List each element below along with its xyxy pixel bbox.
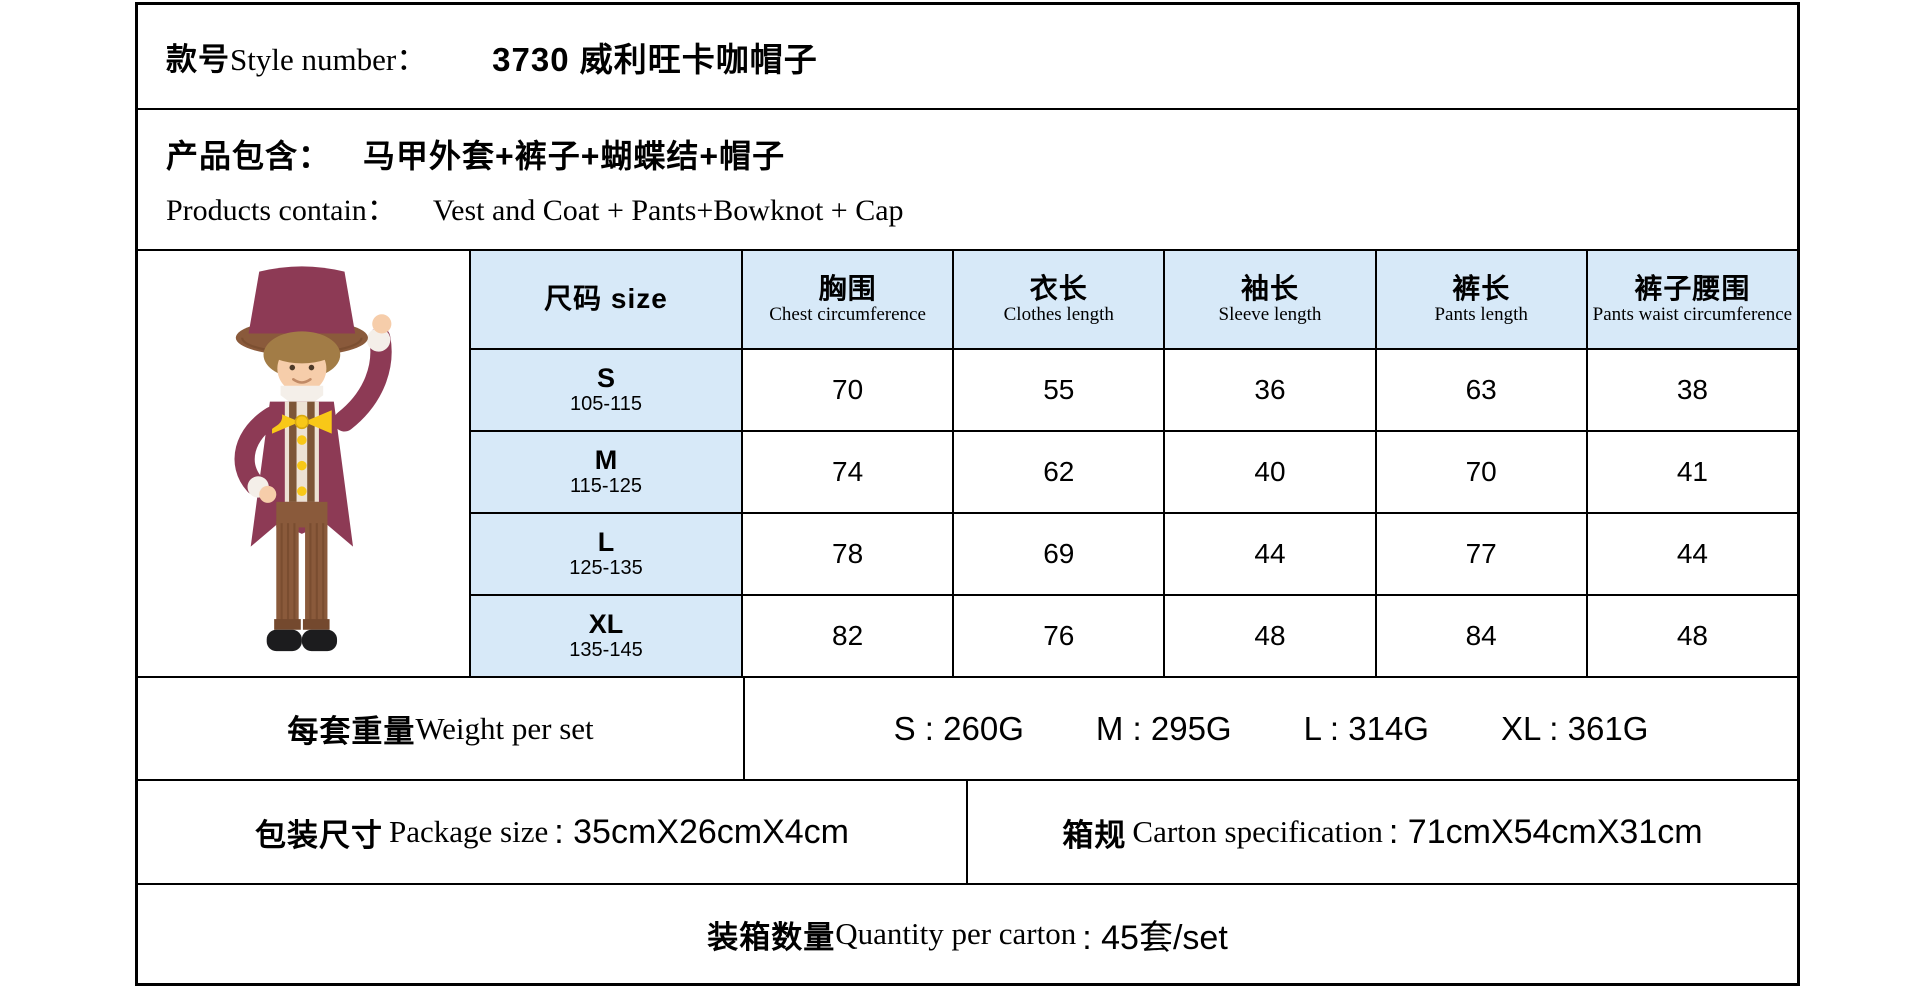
- hand-right: [371, 314, 391, 334]
- weight-value: S : 260G: [893, 709, 1024, 747]
- size-value-cell: 40: [1163, 430, 1375, 512]
- products-value-en: Vest and Coat + Pants+Bowknot + Cap: [432, 193, 904, 227]
- weight-row: 每套重量 Weight per set S : 260G M : 295G L : 3…: [138, 676, 1797, 779]
- column-header-4: 裤长 Pants length: [1374, 251, 1586, 348]
- column-header-size: 尺码 size: [469, 251, 741, 348]
- package-label-en: Package size: [389, 814, 549, 849]
- cuff-right: [366, 328, 390, 352]
- size-value-cell: 78: [741, 512, 953, 594]
- size-value-cell: 36: [1163, 348, 1375, 430]
- hat-crown: [248, 266, 355, 334]
- size-header-label: 尺码 size: [544, 283, 668, 315]
- arm-akimbo: [234, 406, 282, 495]
- carton-label-cn: 箱规: [1062, 817, 1127, 853]
- size-value-cell: 44: [1585, 512, 1797, 594]
- column-header-5: 裤子腰围 Pants waist circumference: [1585, 251, 1797, 348]
- fringe: [268, 337, 335, 364]
- size-value-cell: 82: [741, 594, 953, 676]
- weight-value: XL : 361G: [1500, 709, 1649, 747]
- column-header-1: 胸围 Chest circumference: [741, 251, 953, 348]
- size-value-cell: 62: [952, 430, 1164, 512]
- products-contain-en: Products contain： Vest and Coat + Pants+B…: [166, 185, 1797, 229]
- size-value-cell: 55: [952, 348, 1164, 430]
- carton-label-en: Carton specification: [1132, 814, 1383, 849]
- weight-values-cell: S : 260G M : 295G L : 314G XL : 361G: [743, 678, 1797, 779]
- weight-value: M : 295G: [1095, 709, 1232, 747]
- quantity-row: 装箱数量 Quantity per carton : 45套/set: [138, 883, 1797, 983]
- column-header-2: 衣长 Clothes length: [952, 251, 1164, 348]
- products-contain-row: 产品包含： 马甲外套+裤子+蝴蝶结+帽子 Products contain： Ves…: [138, 108, 1797, 249]
- style-number-label-cn: 款号: [166, 42, 230, 77]
- product-spec-sheet: 款号 Style number： 3730 威利旺卡咖帽子 产品包含： 马甲外套+…: [135, 2, 1800, 986]
- size-value-cell: 76: [952, 594, 1164, 676]
- size-value-cell: 70: [1374, 430, 1586, 512]
- products-contain-cn: 产品包含： 马甲外套+裤子+蝴蝶结+帽子: [166, 131, 1797, 177]
- product-photo: [234, 266, 392, 652]
- size-row-label: S 105-115: [469, 348, 741, 430]
- weight-label-cell: 每套重量 Weight per set: [138, 678, 743, 779]
- size-value-cell: 84: [1374, 594, 1586, 676]
- size-value-cell: 63: [1374, 348, 1586, 430]
- weight-label-cn: 每套重量: [287, 714, 416, 749]
- package-size-cell: 包装尺寸 Package size : 35cmX26cmX4cm: [138, 781, 966, 883]
- size-row-label: L 125-135: [469, 512, 741, 594]
- size-value-cell: 38: [1585, 348, 1797, 430]
- style-number-label-en: Style number：: [230, 42, 428, 77]
- size-value-cell: 70: [741, 348, 953, 430]
- products-label-cn: 产品包含：: [166, 137, 332, 174]
- weight-label-en: Weight per set: [415, 710, 594, 746]
- size-row-label: XL 135-145: [469, 594, 741, 676]
- size-value-cell: 48: [1585, 594, 1797, 676]
- package-carton-row: 包装尺寸 Package size : 35cmX26cmX4cm 箱规 Car…: [138, 779, 1797, 883]
- package-label-cn: 包装尺寸: [255, 817, 383, 853]
- weight-value: L : 314G: [1303, 709, 1429, 747]
- style-number-value: 3730 威利旺卡咖帽子: [492, 40, 818, 78]
- size-value-cell: 41: [1585, 430, 1797, 512]
- shoe-right: [301, 629, 337, 652]
- products-value-cn: 马甲外套+裤子+蝴蝶结+帽子: [363, 137, 786, 174]
- collar: [280, 385, 323, 412]
- quantity-label-cn: 装箱数量: [707, 919, 836, 955]
- size-value-cell: 77: [1374, 512, 1586, 594]
- size-row-label: M 115-125: [469, 430, 741, 512]
- column-header-3: 袖长 Sleeve length: [1163, 251, 1375, 348]
- size-value-cell: 74: [741, 430, 953, 512]
- quantity-value: : 45套/set: [1082, 918, 1228, 957]
- products-label-en: Products contain：: [166, 193, 397, 227]
- size-value-cell: 69: [952, 512, 1164, 594]
- package-value: : 35cmX26cmX4cm: [554, 812, 849, 851]
- shoe-left: [266, 629, 302, 652]
- product-photo-cell: [138, 251, 469, 676]
- quantity-label-en: Quantity per carton: [835, 916, 1077, 951]
- style-number-row: 款号 Style number： 3730 威利旺卡咖帽子: [138, 5, 1797, 108]
- size-table-section: 尺码 size 胸围 Chest circumference 衣长 Clothes …: [138, 249, 1797, 676]
- size-value-cell: 44: [1163, 512, 1375, 594]
- carton-value: : 71cmX54cmX31cm: [1388, 812, 1703, 851]
- hand-left: [258, 485, 276, 503]
- size-chart-table: 尺码 size 胸围 Chest circumference 衣长 Clothes …: [469, 251, 1797, 676]
- size-value-cell: 48: [1163, 594, 1375, 676]
- carton-spec-cell: 箱规 Carton specification : 71cmX54cmX31cm: [966, 781, 1797, 883]
